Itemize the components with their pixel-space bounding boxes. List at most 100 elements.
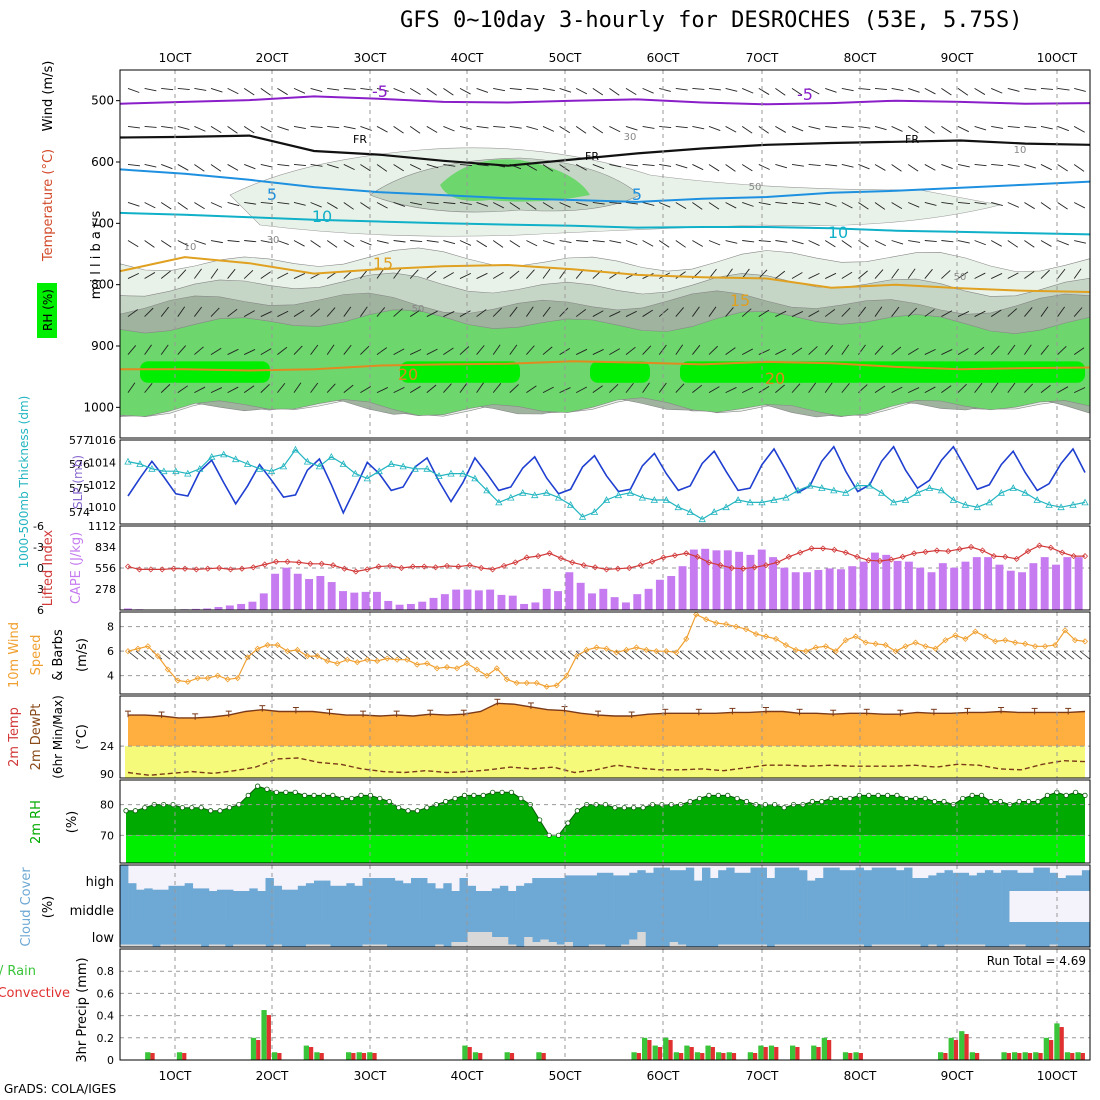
cape-bar — [339, 591, 347, 610]
wind-barb — [293, 202, 306, 206]
wind10-barb — [183, 650, 195, 660]
wind-barb — [775, 384, 785, 393]
rh2m-point — [283, 789, 289, 795]
wind-barb — [1007, 272, 1019, 279]
wind-barb — [775, 240, 788, 243]
lifted-index-point — [660, 554, 667, 561]
wind10-speed-point — [493, 665, 500, 672]
rh2m-point — [978, 792, 985, 798]
wind-barb — [161, 125, 174, 129]
lifted-index-point — [295, 559, 302, 566]
cloud-high-bar — [524, 883, 533, 891]
rh2m-point — [508, 789, 515, 795]
cloud-high-bar — [613, 875, 622, 891]
cloud-high-bar — [685, 867, 695, 891]
wind-barb — [1074, 240, 1087, 244]
wind-barb — [542, 202, 554, 210]
cloud-high-bar — [726, 867, 735, 891]
cloud-high-bar — [758, 867, 767, 891]
wind-barb — [526, 125, 539, 131]
wind10-speed-point — [683, 635, 690, 642]
contour-label: 50 — [412, 304, 425, 315]
wind-barb — [177, 269, 187, 279]
wind10-barb — [351, 650, 363, 660]
wind-barb — [625, 240, 638, 246]
wind-barb — [376, 202, 388, 209]
precip-total-bar — [346, 1052, 352, 1060]
lifted-index-point — [455, 563, 462, 570]
cape-bar — [769, 557, 778, 610]
wind-barb — [210, 347, 222, 355]
precip-convective-bar — [848, 1053, 853, 1060]
cape-bar — [316, 576, 325, 610]
wind10-barb — [223, 650, 235, 660]
wind10-speed-point — [792, 646, 799, 654]
cloud-middle-bar — [669, 891, 679, 922]
wind-barb — [791, 272, 803, 279]
cape-bar — [791, 572, 800, 610]
cloud-low-bar — [192, 944, 202, 947]
precip-total-bar — [314, 1052, 320, 1060]
cape-bar — [961, 561, 970, 610]
wind10-barb — [1007, 650, 1019, 660]
cloud-low-bar — [782, 944, 792, 947]
wind-barb — [144, 240, 155, 248]
wind-barb — [708, 386, 720, 394]
wind-barb — [542, 268, 551, 279]
rh2m-point — [414, 808, 421, 814]
cloud-high-bar — [548, 878, 557, 891]
wind-barb — [426, 202, 439, 205]
cloud-middle-bar — [782, 891, 792, 922]
cloud-high-bar — [790, 867, 800, 891]
cloud-high-bar — [920, 878, 929, 891]
cloud-high-bar — [1057, 878, 1067, 891]
thickness-tick-label: 576 — [69, 458, 90, 471]
cloud-cover-label: Cloud Cover — [19, 867, 34, 947]
wind-barb — [692, 344, 701, 355]
thickness-point — [973, 503, 982, 511]
wind-barb — [1024, 307, 1033, 317]
cloud-high-bar — [807, 880, 816, 891]
wind10-speed-point — [304, 652, 311, 660]
contour-label: 15 — [373, 254, 393, 273]
wind-barb — [891, 164, 902, 172]
pressure-tick-label: 900 — [91, 339, 114, 353]
wind-barb — [310, 344, 319, 355]
rh2m-point — [245, 792, 251, 798]
cape-bar — [870, 552, 879, 610]
thickness-point — [339, 460, 347, 467]
wind-barb — [990, 309, 1002, 317]
wind-barb — [1073, 307, 1083, 317]
wind-barb — [177, 87, 190, 90]
wind10-speed-point — [1061, 627, 1069, 634]
wind10-barb — [1047, 650, 1059, 660]
precip-convective-bar — [636, 1053, 641, 1060]
wind-barb — [144, 164, 157, 168]
cloud-middle-bar — [273, 891, 282, 922]
cloud-level-label: middle — [70, 904, 114, 919]
cloud-middle-bar — [871, 891, 881, 922]
rh2m-point — [302, 792, 308, 798]
cloud-high-bar — [823, 867, 832, 891]
wind10-barb — [583, 650, 595, 660]
wind10-speed-point — [762, 633, 770, 640]
wind-barb — [194, 87, 207, 91]
thickness-point — [1057, 503, 1065, 511]
wind-barb — [459, 272, 472, 279]
cloud-high-bar — [402, 883, 412, 891]
rh-patch-bright — [400, 361, 520, 383]
cape-bar — [1052, 564, 1060, 610]
wind-barb — [194, 306, 203, 317]
rh2m-point — [612, 805, 618, 811]
contour-label: -5 — [372, 82, 388, 101]
wind-barb — [144, 307, 154, 317]
wind-barb — [260, 384, 270, 393]
wind-barb — [244, 202, 257, 205]
precip-total-bar — [303, 1045, 309, 1060]
cloud-low-bar — [588, 944, 598, 947]
wind10-barb — [623, 650, 635, 660]
cape-bar — [372, 591, 381, 610]
wind-barb — [824, 382, 833, 393]
wind-barb — [526, 202, 537, 210]
cloud-low-bar — [912, 944, 921, 947]
